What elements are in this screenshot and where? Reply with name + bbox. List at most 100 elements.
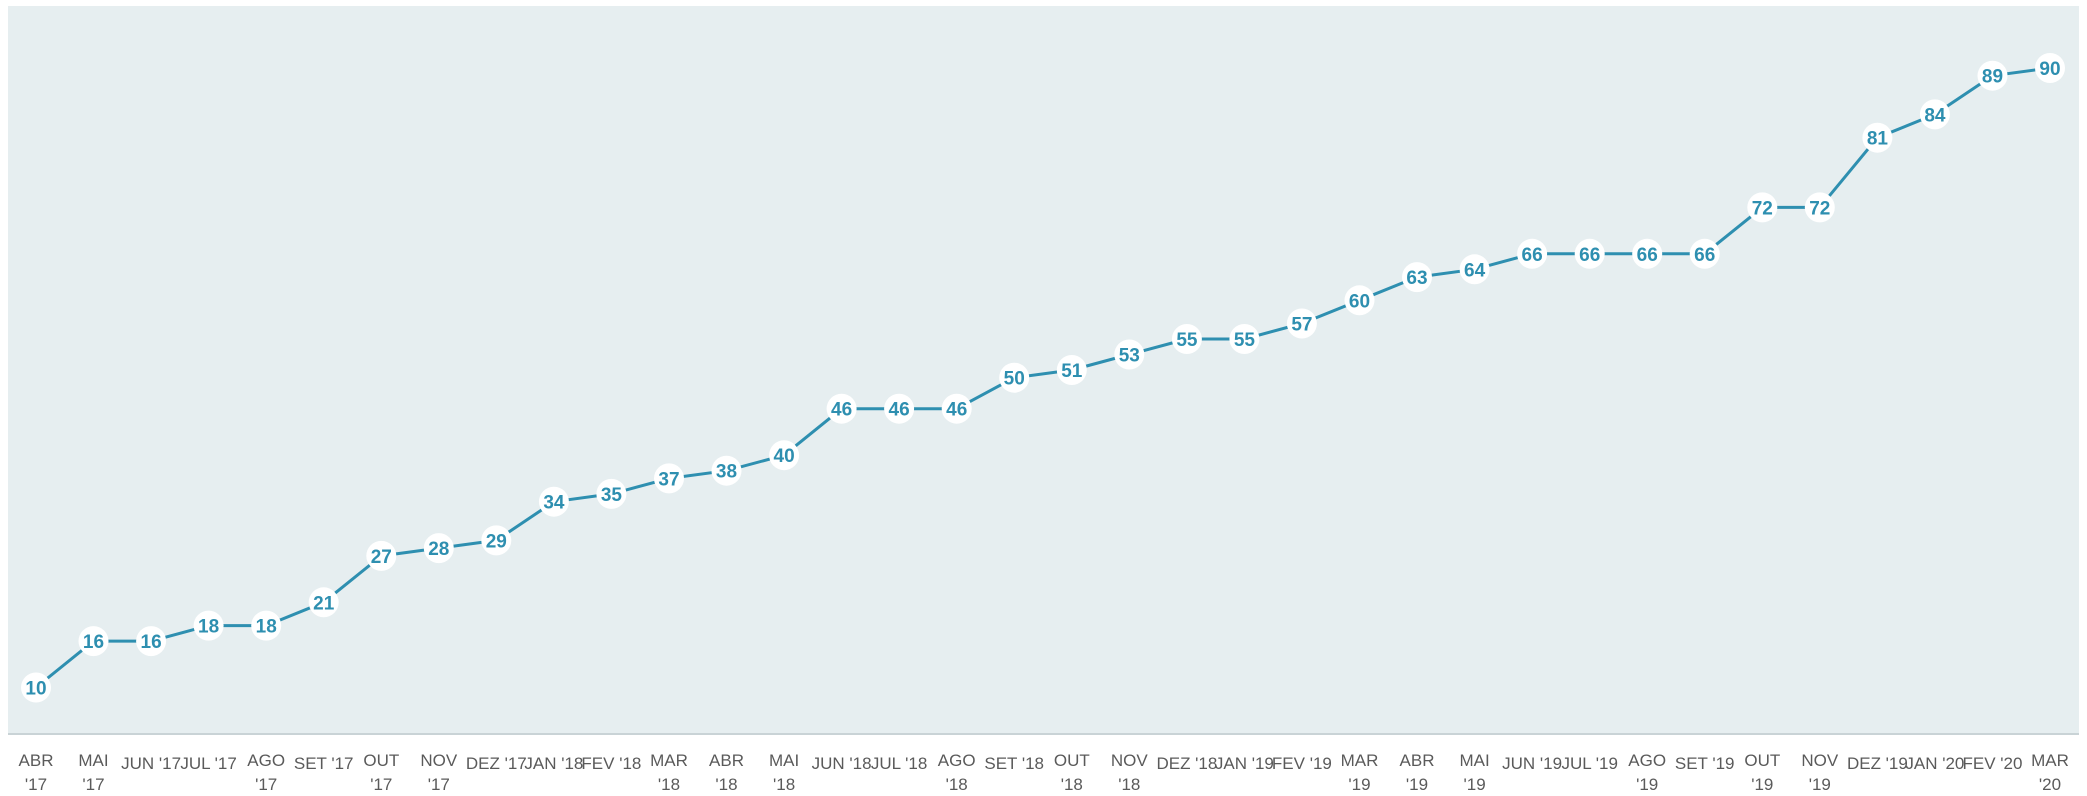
x-tick-label: FEV '20 — [1963, 754, 2023, 773]
data-label: 55 — [1176, 330, 1198, 351]
data-label: 40 — [774, 446, 795, 467]
data-label: 81 — [1867, 129, 1889, 150]
data-point-marker — [538, 486, 569, 517]
x-tick-label: AGO '18 — [938, 751, 976, 794]
data-label: 53 — [1119, 346, 1140, 367]
data-label: 66 — [1637, 245, 1658, 266]
x-tick-label: NOV '18 — [1111, 751, 1149, 794]
x-tick-label: JUN '17 — [121, 754, 181, 773]
x-tick-label: JUL '18 — [871, 754, 927, 773]
x-tick-label: FEV '19 — [1272, 754, 1332, 773]
data-label: 72 — [1752, 198, 1773, 219]
data-label: 29 — [486, 531, 507, 552]
data-label: 60 — [1349, 291, 1370, 312]
x-tick-label: JUL '17 — [180, 754, 236, 773]
data-point-marker — [1171, 324, 1202, 354]
x-axis-tick-labels: ABR '17 MAI '17 JUN '17 JUL '17 AGO '17 SET '17 O… — [19, 751, 2069, 794]
data-label: 16 — [141, 632, 162, 653]
data-point-marker — [1402, 262, 1432, 293]
x-tick-label: OUT '17 — [363, 751, 399, 794]
x-tick-label: MAR '20 — [2031, 751, 2069, 794]
data-point-marker — [251, 610, 282, 641]
x-tick-label: SET '17 — [294, 754, 354, 773]
data-label: 35 — [601, 485, 623, 506]
x-tick-label: MAR '19 — [1341, 751, 1379, 794]
data-label: 51 — [1061, 361, 1083, 382]
data-label: 21 — [313, 593, 335, 614]
x-tick-label: AGO '17 — [247, 751, 285, 794]
data-point-marker — [826, 393, 857, 424]
data-point-marker — [78, 626, 109, 657]
data-label: 66 — [1579, 245, 1600, 266]
data-point-marker — [1286, 308, 1317, 339]
data-point-marker — [1517, 238, 1548, 269]
data-label: 50 — [1004, 369, 1025, 390]
data-label: 10 — [25, 679, 46, 700]
data-label: 63 — [1406, 268, 1427, 289]
data-point-marker — [1862, 122, 1893, 153]
data-label: 90 — [2039, 59, 2060, 80]
data-point-marker — [1459, 254, 1490, 285]
x-tick-label: ABR '18 — [709, 751, 744, 794]
data-point-marker — [21, 672, 51, 703]
data-label: 18 — [256, 617, 277, 638]
data-point-marker — [1632, 238, 1663, 269]
x-tick-label: JAN '19 — [1215, 754, 1274, 773]
data-point-marker — [941, 393, 972, 424]
x-tick-label: JAN '20 — [1905, 754, 1964, 773]
x-tick-label: NOV '19 — [1801, 751, 1839, 794]
data-point-marker — [1574, 238, 1605, 269]
data-label: 89 — [1982, 67, 2003, 88]
data-point-marker — [308, 587, 339, 618]
data-point-marker — [1804, 192, 1835, 223]
data-point-marker — [711, 455, 742, 486]
data-label: 34 — [543, 493, 565, 514]
data-point-marker — [1056, 355, 1087, 385]
x-tick-label: NOV '17 — [420, 751, 458, 794]
x-tick-label: ABR '17 — [19, 751, 54, 794]
data-label: 57 — [1291, 315, 1312, 336]
data-point-marker — [1344, 285, 1375, 316]
data-point-marker — [2035, 53, 2065, 83]
data-point-marker — [423, 533, 454, 564]
data-label: 27 — [371, 547, 392, 568]
data-label: 38 — [716, 462, 737, 483]
data-point-marker — [769, 440, 800, 471]
x-tick-label: JAN '18 — [524, 754, 583, 773]
x-tick-label: ABR '19 — [1400, 751, 1435, 794]
data-point-marker — [596, 478, 627, 509]
data-label: 55 — [1234, 330, 1256, 351]
x-tick-label: JUN '18 — [812, 754, 872, 773]
x-tick-label: AGO '19 — [1628, 751, 1666, 794]
x-tick-label: OUT '18 — [1054, 751, 1090, 794]
data-point-marker — [1919, 99, 1950, 130]
data-label: 66 — [1694, 245, 1715, 266]
data-label: 72 — [1809, 198, 1830, 219]
data-point-marker — [1114, 339, 1145, 370]
x-tick-label: MAI '17 — [78, 751, 108, 794]
data-label: 84 — [1924, 105, 1946, 126]
data-point-marker — [1747, 192, 1778, 223]
x-tick-label: MAR '18 — [650, 751, 688, 794]
x-tick-label: JUN '19 — [1502, 754, 1562, 773]
data-point-marker — [999, 362, 1030, 393]
data-points: 10 16 16 18 18 21 27 28 29 34 35 37 38 40 46 46 46 50 51 53… — [21, 53, 2065, 703]
data-point-marker — [481, 525, 512, 556]
data-point-marker — [136, 626, 167, 657]
x-tick-label: DEZ '17 — [466, 754, 527, 773]
data-label: 64 — [1464, 260, 1486, 281]
data-label: 46 — [889, 400, 910, 421]
data-point-marker — [884, 393, 915, 424]
data-point-marker — [1977, 60, 2008, 91]
data-point-marker — [366, 540, 397, 571]
data-label: 66 — [1522, 245, 1543, 266]
x-tick-label: SET '18 — [984, 754, 1044, 773]
x-tick-label: SET '19 — [1675, 754, 1735, 773]
data-label: 28 — [428, 539, 449, 560]
plot-area — [8, 6, 2079, 734]
data-label: 46 — [831, 400, 852, 421]
x-tick-label: JUL '19 — [1561, 754, 1617, 773]
data-point-marker — [1229, 324, 1260, 354]
data-point-marker — [193, 610, 224, 641]
